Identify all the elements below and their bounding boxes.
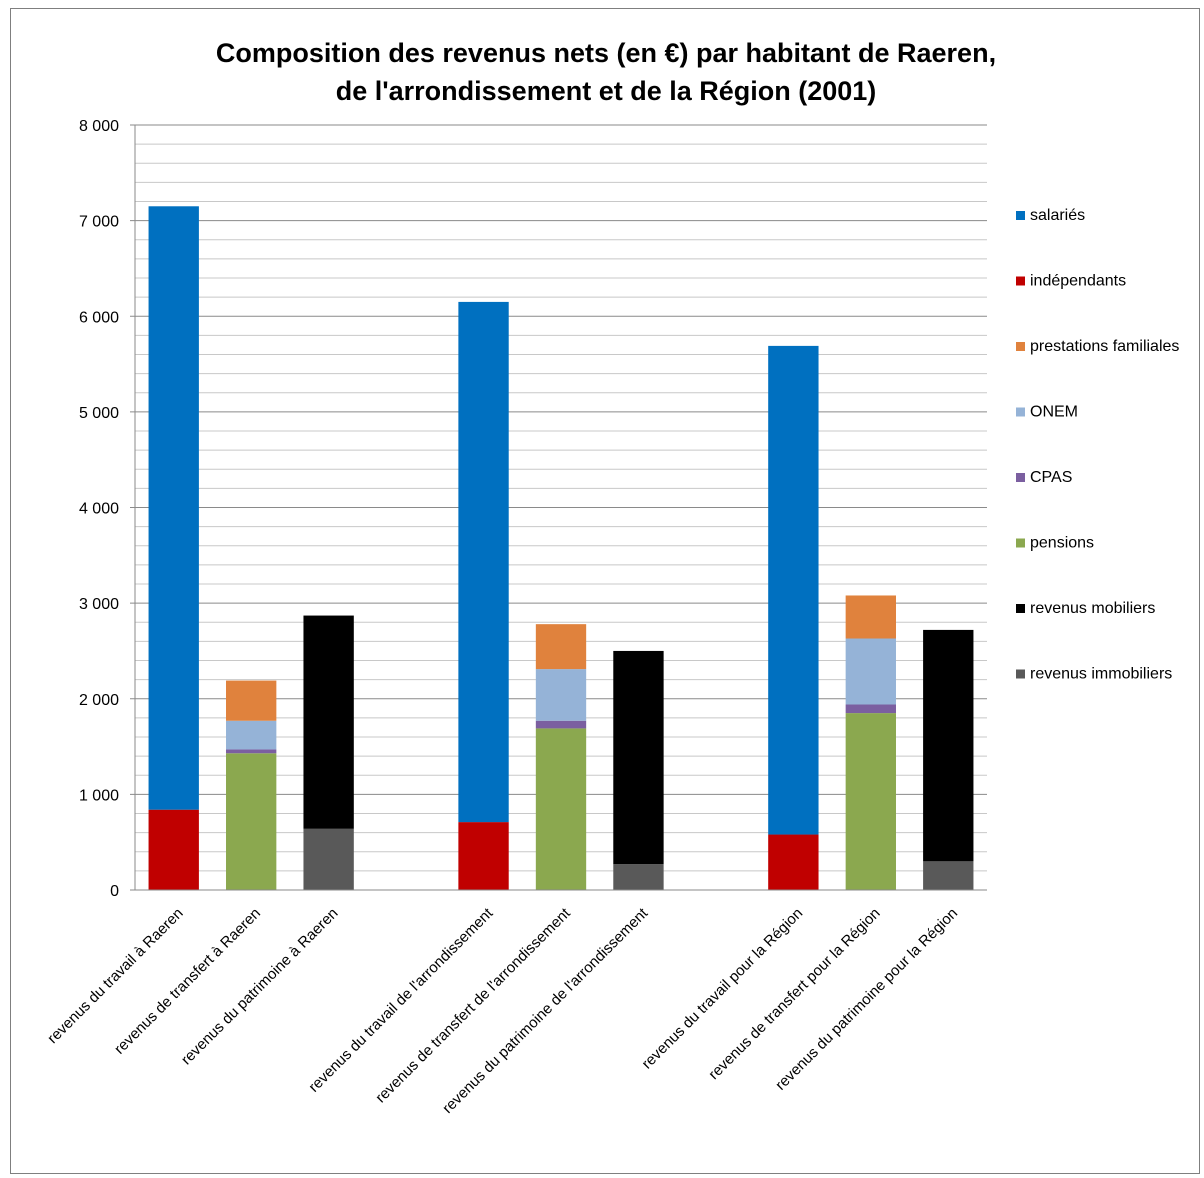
bars [148,206,974,890]
chart-frame [10,8,1200,1174]
bar-segment [148,809,199,890]
bar-segment [923,629,974,862]
y-tick-label: 0 [110,883,119,900]
legend-label: revenus mobiliers [1030,600,1155,617]
y-tick-label: 1 000 [79,787,119,804]
legend-label: salariés [1030,207,1085,224]
legend-label: indépendants [1030,273,1126,290]
bar-segment [845,713,896,890]
y-tick-label: 4 000 [79,501,119,518]
x-category-label: revenus du patrimoine à Raeren [178,905,342,1069]
bar-segment [845,638,896,705]
y-tick-label: 5 000 [79,405,119,422]
bar-segment [535,669,587,721]
legend-label: CPAS [1030,469,1072,486]
legend-swatch [1016,211,1025,220]
y-tick-label: 6 000 [79,309,119,326]
bar-segment [768,345,819,835]
y-tick-label: 3 000 [79,596,119,613]
bar-segment [613,864,664,890]
chart-title: Composition des revenus nets (en €) par … [216,38,996,68]
bar-segment [768,834,819,890]
x-category-label: revenus de transfert à Raeren [111,905,264,1058]
legend-label: prestations familiales [1030,338,1179,355]
bar-segment [535,720,587,729]
legend-label: revenus immobiliers [1030,666,1172,683]
chart-subtitle: de l'arrondissement et de la Région (200… [336,76,877,106]
bar-segment [226,720,277,750]
x-category-label: revenus du travail à Raeren [44,905,186,1047]
legend-swatch [1016,538,1025,548]
legend-swatch [1016,407,1025,417]
y-tick-label: 2 000 [79,692,119,709]
legend-swatch [1016,669,1025,679]
legend-swatch [1016,473,1025,482]
legend-swatch [1016,604,1025,613]
x-category-label: revenus de transfert pour la Région [705,905,883,1083]
bar-segment [148,206,199,810]
bar-segment [923,861,974,890]
legend-swatch [1016,342,1025,351]
bar-segment [613,650,664,865]
bar-segment [303,615,354,829]
x-category-label: revenus du travail pour la Région [639,905,807,1073]
bar-segment [845,595,896,639]
bar-segment [845,704,896,714]
y-tick-labels: 0 1 000 2 000 3 000 4 000 5 000 6 000 7 000 8 00… [79,118,135,900]
bar-segment [226,680,277,721]
bar-segment [458,822,509,890]
legend-swatch [1016,276,1025,286]
legend-label: pensions [1030,535,1094,552]
bar-segment [535,728,587,890]
bar-segment [458,301,509,823]
y-tick-label: 7 000 [79,214,119,231]
legend: salariés indépendants prestations familial… [1016,207,1179,683]
legend-label: ONEM [1030,404,1078,421]
y-tick-label: 8 000 [79,118,119,135]
bar-segment [535,624,587,670]
bar-segment [226,749,277,754]
bar-segment [303,828,354,890]
bar-segment [226,753,277,890]
